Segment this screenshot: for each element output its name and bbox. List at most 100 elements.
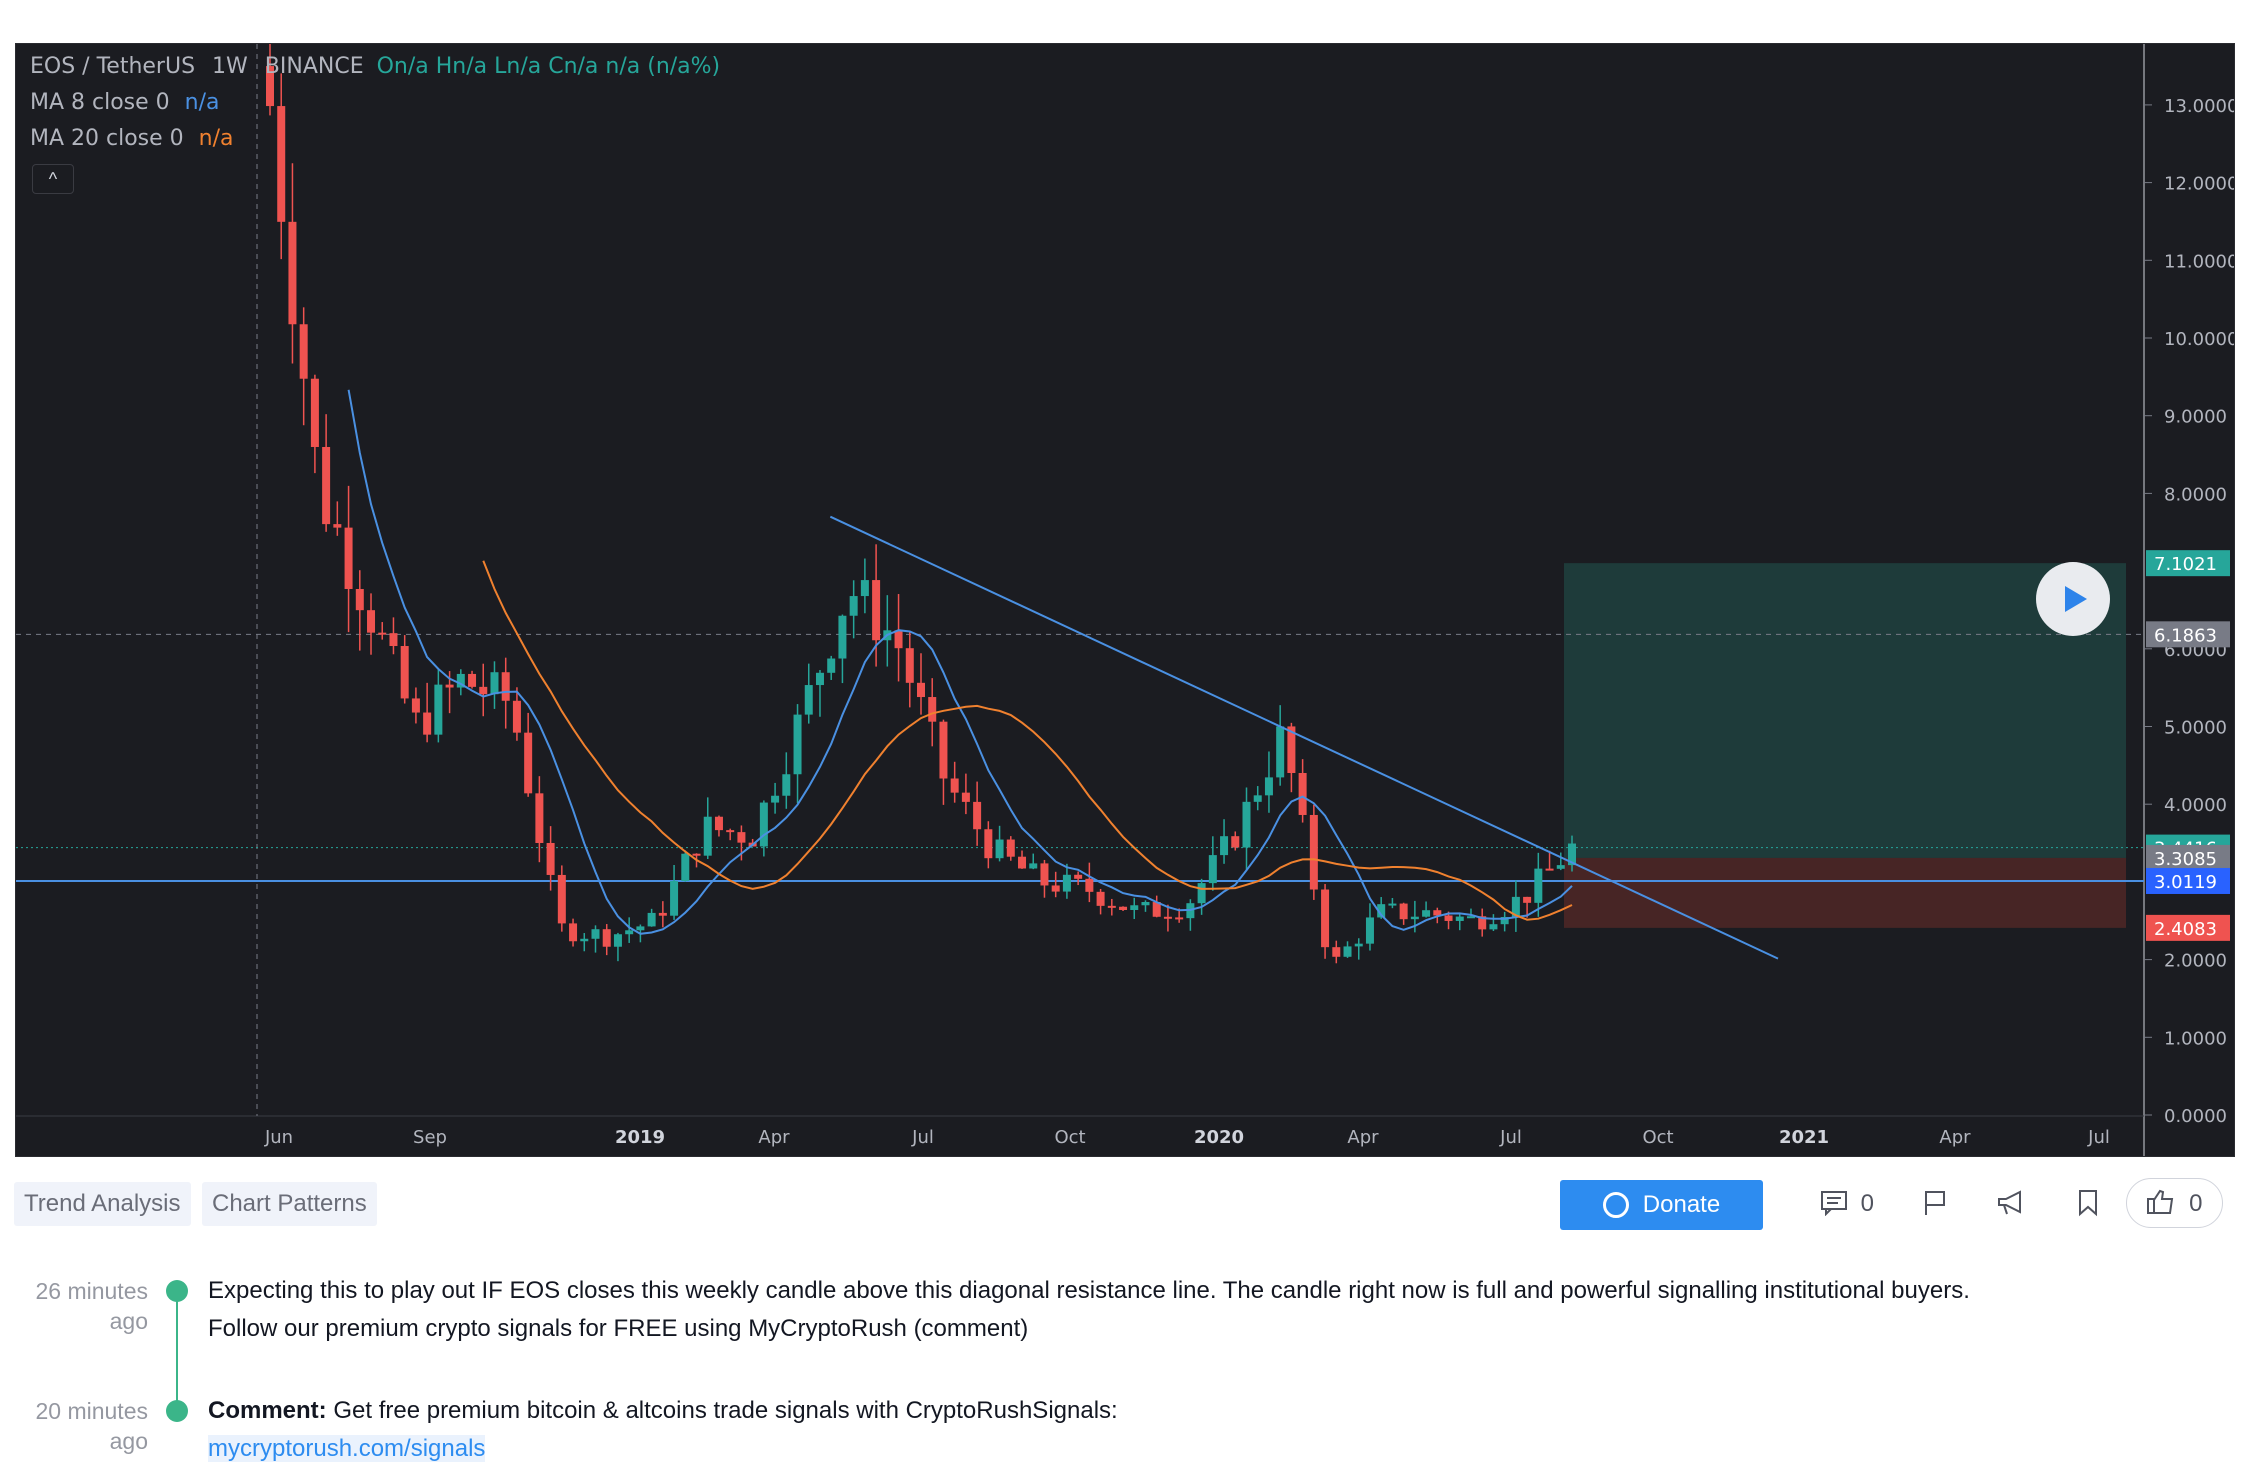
price-tag-label: 7.1021	[2154, 554, 2217, 575]
price-axis-label: 9.0000	[2164, 407, 2227, 428]
candle-body	[344, 527, 353, 589]
candle-body	[793, 714, 802, 775]
candle-body	[703, 816, 712, 856]
ma8-label: MA 8 close 0	[30, 90, 170, 115]
candle-body	[479, 686, 488, 695]
candle-body	[1074, 874, 1083, 879]
time-axis-label: Jul	[2087, 1127, 2110, 1148]
candle-body	[1096, 891, 1105, 906]
price-chart[interactable]: 13.0000 12.0000 11.0000 10.0000 9.0000 8.0000…	[16, 44, 2234, 1156]
bookmark-button[interactable]	[2076, 1182, 2100, 1226]
candle-body	[1388, 903, 1397, 906]
price-tag-label: 3.3085	[2154, 849, 2217, 870]
price-axis-label: 11.0000	[2164, 251, 2234, 272]
thumbs-up-icon	[2147, 1189, 2174, 1214]
timeline-dot	[166, 1400, 188, 1422]
time-axis-label: Apr	[1939, 1127, 1971, 1148]
candle-body	[546, 842, 555, 875]
candle-body	[670, 880, 679, 916]
candle-body	[636, 926, 645, 931]
donate-button[interactable]: Donate	[1560, 1180, 1763, 1230]
megaphone-icon	[1998, 1190, 2021, 1215]
candle-body	[961, 792, 970, 802]
donate-label: Donate	[1642, 1191, 1721, 1218]
candle-body	[726, 830, 735, 833]
candle-body	[468, 673, 477, 687]
candle-body	[1545, 868, 1554, 871]
candle-body	[1433, 910, 1442, 916]
candle-body	[1287, 726, 1296, 773]
candle-body	[613, 934, 622, 947]
candle-body	[1478, 916, 1487, 930]
candle-body	[1029, 863, 1038, 869]
time-axis-label: 2019	[615, 1127, 665, 1148]
candle-body	[1220, 836, 1229, 856]
candle-body	[322, 446, 331, 525]
candle-body	[1231, 836, 1240, 848]
candle-body	[973, 801, 982, 830]
report-button[interactable]	[1922, 1182, 1948, 1226]
candle-body	[490, 672, 499, 695]
timeline-dot	[166, 1280, 188, 1302]
price-axis-label: 2.0000	[2164, 951, 2227, 972]
time-axis-label: Oct	[1054, 1127, 1085, 1148]
flag-icon	[1925, 1191, 1945, 1215]
candle-body	[557, 874, 566, 924]
share-button[interactable]	[1996, 1182, 2026, 1226]
candle-body	[569, 923, 578, 942]
candle-body	[434, 684, 443, 735]
candle-body	[928, 697, 937, 722]
timeline-line	[176, 1296, 178, 1404]
long-position-profit-zone	[1564, 563, 2126, 858]
symbol-name[interactable]: EOS / TetherUS	[30, 54, 196, 79]
candle-body	[288, 221, 297, 325]
candle-body	[1399, 903, 1408, 920]
candle-body	[1365, 917, 1374, 944]
candle-body	[1208, 855, 1217, 884]
interval-label: 1W	[212, 54, 248, 79]
candle-body	[737, 832, 746, 843]
like-button[interactable]: 0	[2126, 1178, 2223, 1228]
candle-body	[1410, 916, 1419, 920]
candle-body	[1377, 904, 1386, 918]
comments-count: 0	[1860, 1190, 1875, 1217]
price-tag	[2146, 844, 2230, 871]
candle-body	[625, 930, 634, 935]
candle-body	[299, 324, 308, 379]
candle-body	[681, 853, 690, 881]
candle-body	[310, 378, 319, 447]
candle-body	[1040, 863, 1049, 886]
candle-body	[950, 778, 959, 793]
candle-body	[782, 774, 791, 796]
chart-panel[interactable]: 13.0000 12.0000 11.0000 10.0000 9.0000 8.0000…	[15, 43, 2235, 1157]
likes-count: 0	[2189, 1190, 2203, 1217]
price-tag	[2146, 914, 2230, 941]
ma8-legend[interactable]: MA 8 close 0 n/a	[30, 90, 220, 115]
comments-button[interactable]: 0	[1820, 1182, 1874, 1226]
tag-trend-analysis[interactable]: Trend Analysis	[14, 1182, 191, 1226]
price-tag	[2146, 621, 2230, 648]
price-tag-label: 6.1863	[2154, 625, 2217, 646]
candle-body	[1444, 915, 1453, 921]
update-line-2: Follow our premium crypto signals for FR…	[208, 1315, 1029, 1342]
signals-link[interactable]: mycryptorush.com/signals	[208, 1435, 486, 1462]
tag-chart-patterns[interactable]: Chart Patterns	[202, 1182, 377, 1226]
candle-body	[692, 853, 701, 856]
comment-text: Comment: Get free premium bitcoin & altc…	[208, 1392, 1118, 1468]
ma8-line	[347, 389, 1573, 935]
candle-body	[411, 698, 420, 713]
candle-body	[838, 615, 847, 659]
ma20-legend[interactable]: MA 20 close 0 n/a	[30, 126, 234, 151]
candle-body	[535, 793, 544, 843]
candle-body	[1500, 916, 1509, 925]
play-icon[interactable]	[2036, 562, 2110, 636]
candle-body	[1051, 885, 1060, 892]
candle-body	[905, 648, 914, 683]
legend-collapse-button[interactable]: ^	[32, 164, 74, 194]
candle-body	[1343, 946, 1352, 957]
candle-body	[1175, 917, 1184, 920]
comment-icon	[1821, 1191, 1847, 1217]
candle-body	[1107, 905, 1116, 908]
candle-body	[771, 795, 780, 803]
diagonal-resistance-line	[829, 515, 1779, 960]
